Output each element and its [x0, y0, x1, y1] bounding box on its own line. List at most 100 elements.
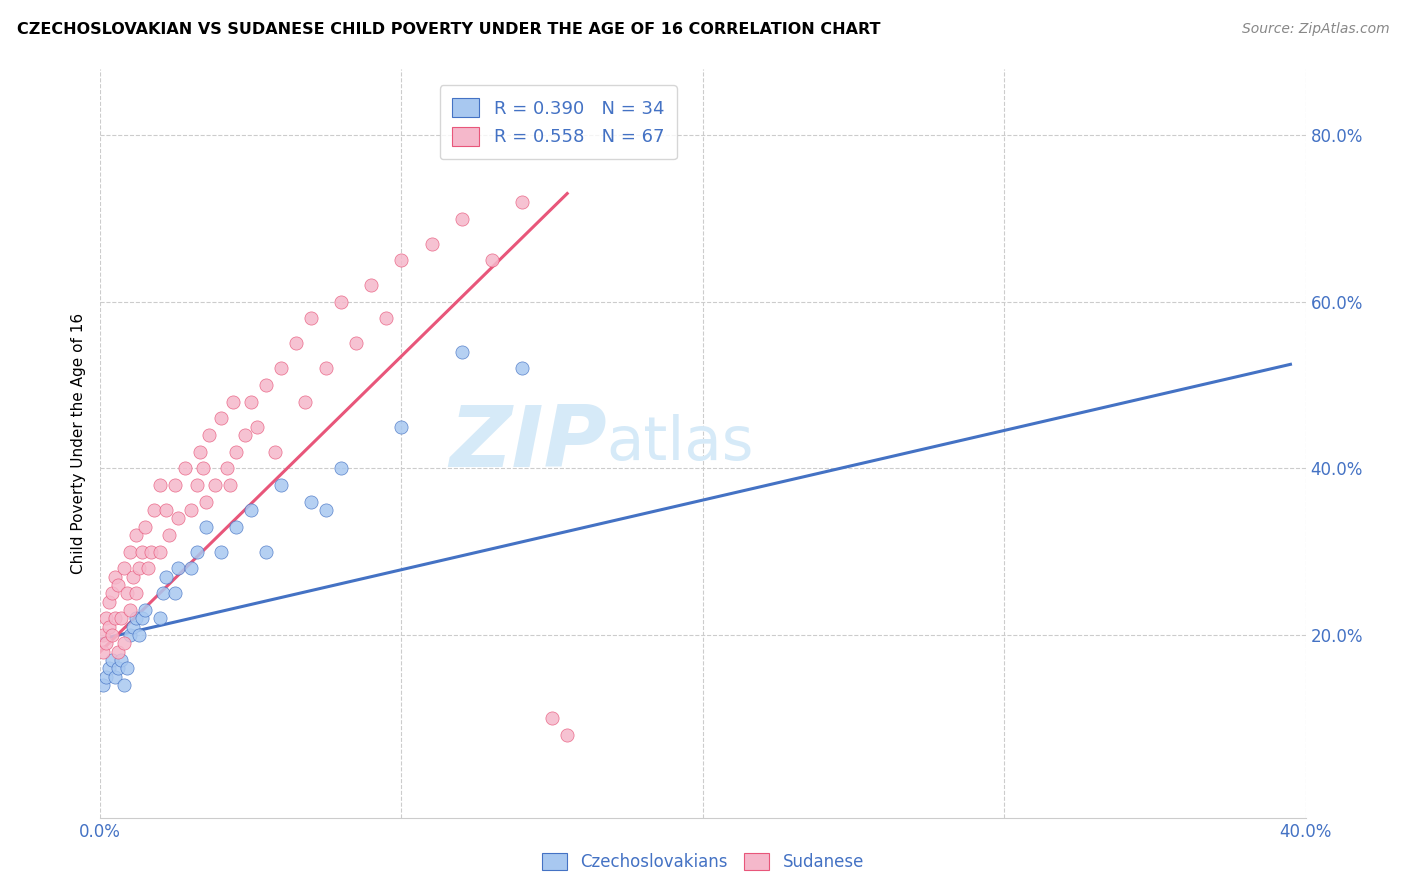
Point: [218, 478, 240, 492]
Point: [96, 670, 118, 684]
Point: [134, 520, 156, 534]
Point: [330, 461, 353, 475]
Point: [91, 678, 114, 692]
Point: [120, 628, 142, 642]
Point: [510, 361, 533, 376]
Point: [285, 336, 308, 351]
Point: [239, 394, 262, 409]
Point: [125, 586, 148, 600]
Point: [167, 561, 190, 575]
Point: [128, 628, 150, 642]
Point: [191, 461, 214, 475]
Point: [246, 420, 269, 434]
Point: [330, 294, 353, 309]
Point: [120, 603, 142, 617]
Point: [96, 611, 118, 625]
Point: [233, 428, 256, 442]
Point: [122, 620, 145, 634]
Text: ZIP: ZIP: [449, 402, 606, 485]
Y-axis label: Child Poverty Under the Age of 16: Child Poverty Under the Age of 16: [72, 313, 86, 574]
Point: [112, 636, 135, 650]
Point: [344, 336, 367, 351]
Point: [143, 503, 166, 517]
Point: [101, 586, 124, 600]
Point: [91, 645, 114, 659]
Point: [299, 311, 322, 326]
Point: [194, 495, 217, 509]
Point: [107, 578, 129, 592]
Legend: R = 0.390   N = 34, R = 0.558   N = 67: R = 0.390 N = 34, R = 0.558 N = 67: [440, 85, 676, 159]
Point: [149, 545, 172, 559]
Point: [294, 394, 316, 409]
Point: [91, 628, 114, 642]
Point: [194, 520, 217, 534]
Point: [125, 611, 148, 625]
Point: [159, 528, 181, 542]
Point: [186, 545, 208, 559]
Point: [555, 728, 578, 742]
Point: [122, 570, 145, 584]
Point: [420, 236, 443, 251]
Point: [375, 311, 398, 326]
Point: [104, 570, 127, 584]
Point: [204, 478, 226, 492]
Point: [481, 253, 503, 268]
Point: [209, 411, 232, 425]
Point: [149, 611, 172, 625]
Point: [197, 428, 219, 442]
Point: [391, 253, 413, 268]
Point: [110, 653, 132, 667]
Point: [239, 503, 262, 517]
Point: [299, 495, 322, 509]
Point: [155, 503, 177, 517]
Point: [391, 420, 413, 434]
Point: [149, 478, 172, 492]
Point: [180, 561, 202, 575]
Point: [225, 520, 247, 534]
Point: [125, 528, 148, 542]
Point: [209, 545, 232, 559]
Point: [360, 278, 382, 293]
Point: [510, 194, 533, 209]
Point: [541, 711, 564, 725]
Point: [128, 561, 150, 575]
Point: [141, 545, 163, 559]
Point: [155, 570, 177, 584]
Point: [188, 445, 211, 459]
Text: CZECHOSLOVAKIAN VS SUDANESE CHILD POVERTY UNDER THE AGE OF 16 CORRELATION CHART: CZECHOSLOVAKIAN VS SUDANESE CHILD POVERT…: [17, 22, 880, 37]
Point: [98, 595, 121, 609]
Point: [270, 361, 292, 376]
Point: [165, 478, 187, 492]
Point: [222, 394, 245, 409]
Point: [254, 545, 277, 559]
Point: [101, 628, 124, 642]
Point: [117, 586, 139, 600]
Point: [165, 586, 187, 600]
Point: [107, 661, 129, 675]
Point: [98, 620, 121, 634]
Point: [186, 478, 208, 492]
Point: [96, 636, 118, 650]
Text: atlas: atlas: [606, 414, 754, 473]
Point: [120, 545, 142, 559]
Point: [107, 645, 129, 659]
Point: [112, 561, 135, 575]
Text: Source: ZipAtlas.com: Source: ZipAtlas.com: [1241, 22, 1389, 37]
Point: [104, 611, 127, 625]
Point: [450, 344, 472, 359]
Point: [270, 478, 292, 492]
Point: [110, 611, 132, 625]
Point: [225, 445, 247, 459]
Point: [450, 211, 472, 226]
Point: [131, 611, 153, 625]
Point: [101, 653, 124, 667]
Point: [112, 678, 135, 692]
Point: [98, 661, 121, 675]
Legend: Czechoslovakians, Sudanese: Czechoslovakians, Sudanese: [533, 845, 873, 880]
Point: [152, 586, 174, 600]
Point: [180, 503, 202, 517]
Point: [104, 670, 127, 684]
Point: [134, 603, 156, 617]
Point: [117, 661, 139, 675]
Point: [167, 511, 190, 525]
